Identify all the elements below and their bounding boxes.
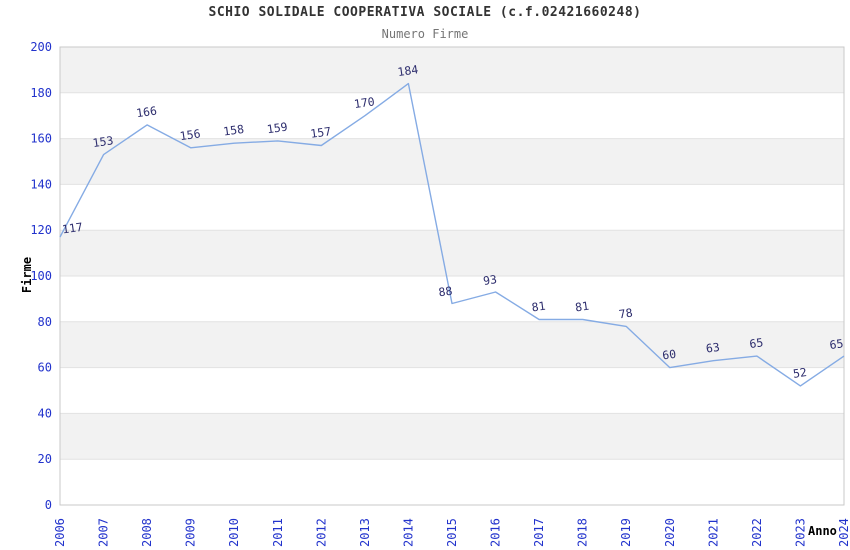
x-tick-label: 2021 [706, 518, 720, 547]
x-tick-label: 2006 [53, 518, 67, 547]
y-tick-label: 100 [30, 269, 52, 283]
x-tick-label: 2012 [314, 518, 328, 547]
x-tick-label: 2020 [663, 518, 677, 547]
y-tick-label: 40 [38, 406, 52, 420]
data-label: 153 [92, 133, 115, 150]
data-label: 81 [531, 299, 547, 315]
data-label: 156 [179, 126, 202, 143]
data-label: 170 [353, 94, 376, 111]
data-label: 52 [792, 365, 808, 381]
x-axis-title: Anno [808, 524, 837, 538]
data-label: 117 [61, 220, 84, 237]
y-tick-label: 140 [30, 177, 52, 191]
data-label: 65 [748, 335, 764, 351]
y-tick-label: 0 [45, 498, 52, 512]
data-label: 88 [438, 284, 454, 300]
y-tick-label: 120 [30, 223, 52, 237]
data-label: 159 [266, 120, 289, 137]
data-label: 157 [310, 124, 333, 141]
x-tick-label: 2017 [532, 518, 546, 547]
chart-subtitle: Numero Firme [381, 27, 469, 41]
data-label: 81 [574, 299, 590, 315]
plot-border [59, 46, 845, 506]
y-tick-label: 80 [38, 315, 52, 329]
y-tick-label: 180 [30, 86, 52, 100]
y-tick-label: 200 [30, 40, 52, 54]
data-label: 184 [397, 62, 420, 79]
x-tick-label: 2008 [140, 518, 154, 547]
x-tick-label: 2016 [489, 518, 503, 547]
plot-band [60, 138, 844, 185]
y-tick-label: 60 [38, 361, 52, 375]
plot-band [60, 47, 844, 93]
plot-band [60, 321, 844, 368]
plot-band [60, 413, 844, 460]
x-tick-label: 2007 [97, 518, 111, 547]
data-label: 65 [829, 336, 845, 352]
x-tick-label: 2014 [401, 518, 415, 547]
x-tick-label: 2018 [576, 518, 590, 547]
x-tick-label: 2024 [837, 518, 850, 547]
data-label: 63 [705, 340, 721, 356]
data-label: 78 [618, 306, 634, 322]
x-tick-label: 2010 [227, 518, 241, 547]
plot-band [60, 230, 844, 276]
data-label: 166 [135, 104, 158, 121]
data-label: 158 [222, 122, 245, 139]
chart-title: SCHIO SOLIDALE COOPERATIVA SOCIALE (c.f.… [208, 5, 642, 20]
x-tick-label: 2009 [184, 518, 198, 547]
x-tick-label: 2011 [271, 518, 285, 547]
x-tick-label: 2013 [358, 518, 372, 547]
x-tick-label: 2015 [445, 518, 459, 547]
data-line [59, 82, 845, 387]
x-tick-label: 2019 [619, 518, 633, 547]
y-tick-label: 20 [38, 452, 52, 466]
data-label: 60 [661, 347, 677, 363]
x-tick-label: 2023 [793, 518, 807, 547]
data-label: 93 [482, 272, 498, 288]
y-tick-label: 160 [30, 132, 52, 146]
x-tick-label: 2022 [750, 518, 764, 547]
